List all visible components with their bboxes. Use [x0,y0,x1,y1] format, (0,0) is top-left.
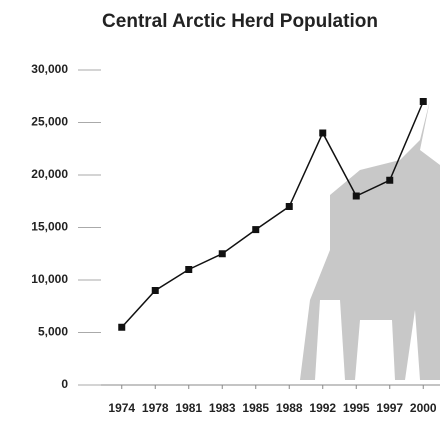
x-tick-label: 1978 [142,401,169,415]
x-tick-label: 1988 [276,401,303,415]
marker [219,250,226,257]
marker [420,98,427,105]
x-tick-label: 2000 [410,401,437,415]
y-tick-label: 0 [61,377,68,391]
chart-title: Central Arctic Herd Population [102,11,378,32]
marker [386,177,393,184]
x-tick-label: 1983 [209,401,236,415]
marker [319,130,326,137]
x-tick-label: 1974 [108,401,135,415]
marker [185,266,192,273]
y-tick-label: 25,000 [31,115,68,129]
y-tick-label: 10,000 [31,272,68,286]
x-tick-label: 1995 [343,401,370,415]
x-tick-label: 1992 [309,401,336,415]
marker [118,324,125,331]
marker [152,287,159,294]
marker [252,226,259,233]
y-tick-label: 15,000 [31,220,68,234]
y-tick-label: 20,000 [31,167,68,181]
x-tick-label: 1997 [376,401,403,415]
marker [353,193,360,200]
x-tick-label: 1985 [242,401,269,415]
y-tick-label: 5,000 [38,325,68,339]
marker [286,203,293,210]
chart: Central Arctic Herd Population 0 5,000 10,… [0,0,448,426]
x-tick-label: 1981 [175,401,202,415]
y-tick-label: 30,000 [31,62,68,76]
decorative-silhouette [300,100,440,380]
